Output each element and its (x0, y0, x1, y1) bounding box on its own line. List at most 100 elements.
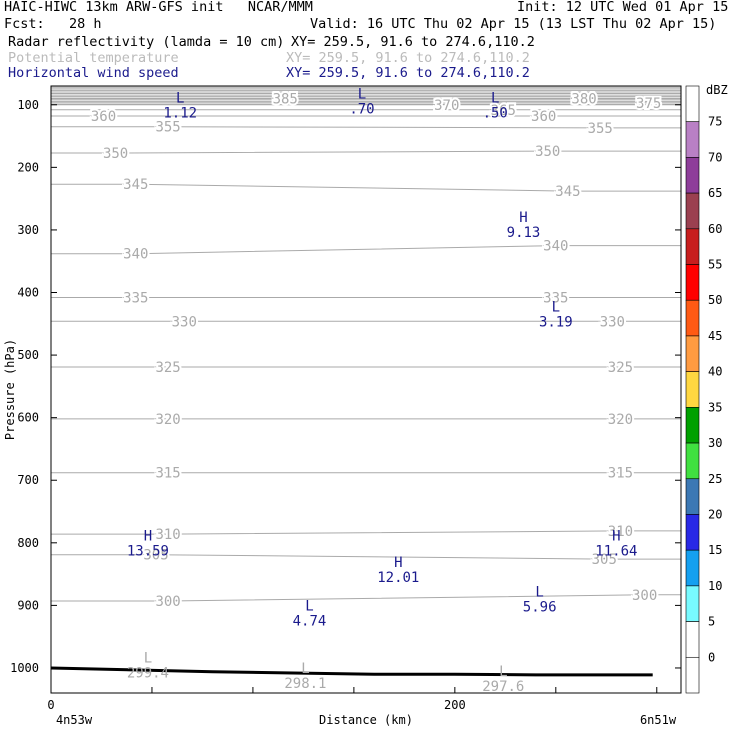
colorbar-swatch (685, 299, 700, 337)
theta-contour-label: 305 (143, 548, 168, 564)
colorbar-swatch (685, 442, 700, 480)
field-wind-xy: XY= 259.5, 91.6 to 274.6,110.2 (286, 65, 530, 81)
theta-isentrope (51, 554, 681, 560)
extremum-letter: L (535, 585, 543, 601)
colorbar-swatch (685, 621, 700, 658)
extremum-value: 5.96 (523, 600, 557, 616)
x-axis: 0 200 4n53w 6n51w Distance (km) (47, 687, 677, 727)
theta-contour-label: 360 (91, 109, 116, 125)
colorbar-level: 25 (708, 472, 722, 486)
colorbar-level: 30 (708, 436, 722, 450)
theta-contour-label: 300 (155, 594, 180, 610)
colorbar-level: 75 (708, 115, 722, 129)
x-tick-label: 200 (444, 698, 466, 712)
colorbar-swatch (685, 585, 700, 622)
theta-contour-label: 335 (543, 291, 568, 307)
x-start-location: 4n53w (56, 713, 93, 727)
field-reflectivity-name: Radar reflectivity (lamda = 10 cm) (8, 34, 285, 50)
theta-isentrope (51, 594, 681, 602)
theta-contour-label: 315 (608, 466, 633, 482)
colorbar-level: 0 (708, 650, 715, 664)
theta-contour-label: 365 (491, 103, 516, 119)
colorbar-level: 10 (708, 579, 722, 593)
init-time: Init: 12 UTC Wed 01 Apr 15 (517, 0, 729, 15)
colorbar-swatch (685, 371, 700, 408)
theta-contour-label: 355 (155, 120, 180, 136)
extremum-value: 297.6 (482, 679, 524, 695)
y-tick-label: 200 (17, 160, 39, 174)
colorbar-swatch (685, 514, 700, 551)
theta-contour-label: 340 (543, 239, 568, 255)
theta-contour-label: 340 (123, 247, 148, 263)
colorbar-level: 70 (708, 150, 722, 164)
colorbar-swatch (685, 656, 700, 694)
extremum-value: 9.13 (507, 225, 541, 241)
extremum-value: 299.4 (127, 665, 169, 681)
extremum-letter: L (491, 90, 499, 106)
colorbar-swatch (685, 407, 700, 444)
theta-contour-label: 305 (592, 552, 617, 568)
theta-contour-label: 350 (535, 144, 560, 160)
valid-time: Valid: 16 UTC Thu 02 Apr 15 (13 LST Thu … (310, 16, 717, 32)
y-tick-label: 800 (17, 536, 39, 550)
theta-contour-label: 385 (273, 92, 298, 108)
colorbar-level: 65 (708, 186, 722, 200)
theta-contour-label: 375 (636, 96, 661, 112)
colorbar-level: 50 (708, 293, 722, 307)
extremum-letter: L (176, 90, 184, 106)
extremum-letter: L (301, 661, 309, 677)
extremum-letter: L (499, 664, 507, 680)
theta-contour-label: 315 (155, 466, 180, 482)
extremum-value: 3.19 (539, 314, 573, 330)
extremum-letter: L (305, 598, 313, 614)
y-tick-label: 700 (17, 473, 39, 487)
extremum-value: 13.59 (127, 543, 169, 559)
theta-contour-label: 325 (155, 360, 180, 376)
theta-contour-label: 360 (531, 109, 556, 125)
extremum-letter: H (144, 528, 152, 544)
colorbar-swatch (685, 157, 700, 194)
theta-contour-label: 355 (588, 121, 613, 137)
extrema-markers: L1.12L.70L.50H9.13L3.19H13.59H12.01H11.6… (127, 87, 638, 696)
y-tick-label: 400 (17, 286, 39, 300)
field-theta-xy: XY= 259.5, 91.6 to 274.6,110.2 (286, 50, 530, 66)
field-reflectivity-xy: XY= 259.5, 91.6 to 274.6,110.2 (291, 34, 535, 50)
theta-contour-label: 310 (155, 527, 180, 543)
theta-contour-label: 345 (555, 184, 580, 200)
x-end-location: 6n51w (640, 713, 677, 727)
theta-contour-label: 330 (600, 314, 625, 330)
colorbar-level: 40 (708, 365, 722, 379)
y-tick-label: 100 (17, 98, 39, 112)
theta-isentrope (51, 245, 681, 255)
chart-title: HAIC-HIWC 13km ARW-GFS init NCAR/MMM (4, 0, 313, 15)
plot-border (50, 85, 682, 694)
contour-labels: 385 380 375 370 365 360 360 355 355 350 350 345 345 3… (89, 90, 663, 612)
colorbar-level: 15 (708, 543, 722, 557)
colorbar-swatch (685, 121, 700, 158)
y-tick-label: 900 (17, 598, 39, 612)
colorbar-swatch (685, 228, 700, 265)
extremum-value: .50 (483, 105, 508, 121)
colorbar-swatch (685, 85, 700, 123)
theta-isentrope (51, 126, 681, 129)
y-axis-label: Pressure (hPa) (3, 339, 17, 440)
extremum-value: 1.12 (163, 105, 197, 121)
terrain-line (50, 666, 653, 677)
field-wind-name: Horizontal wind speed (8, 65, 179, 81)
extremum-letter: L (144, 650, 152, 666)
colorbar-swatch (685, 192, 700, 230)
theta-isentrope (51, 183, 681, 192)
colorbar-swatch (685, 335, 700, 372)
theta-contour-label: 325 (608, 360, 633, 376)
y-tick-label: 600 (17, 411, 39, 425)
theta-contour-label: 320 (155, 412, 180, 428)
colorbar-swatch (685, 264, 700, 301)
theta-contour-label: 380 (571, 92, 596, 108)
theta-contour-label: 300 (632, 588, 657, 604)
extremum-value: 12.01 (377, 570, 419, 586)
y-axis: 100 200 300 400 500 600 700 800 900 1000 Pressure … (3, 98, 681, 675)
theta-contour-label: 310 (608, 524, 633, 540)
plot-frame (50, 85, 682, 694)
